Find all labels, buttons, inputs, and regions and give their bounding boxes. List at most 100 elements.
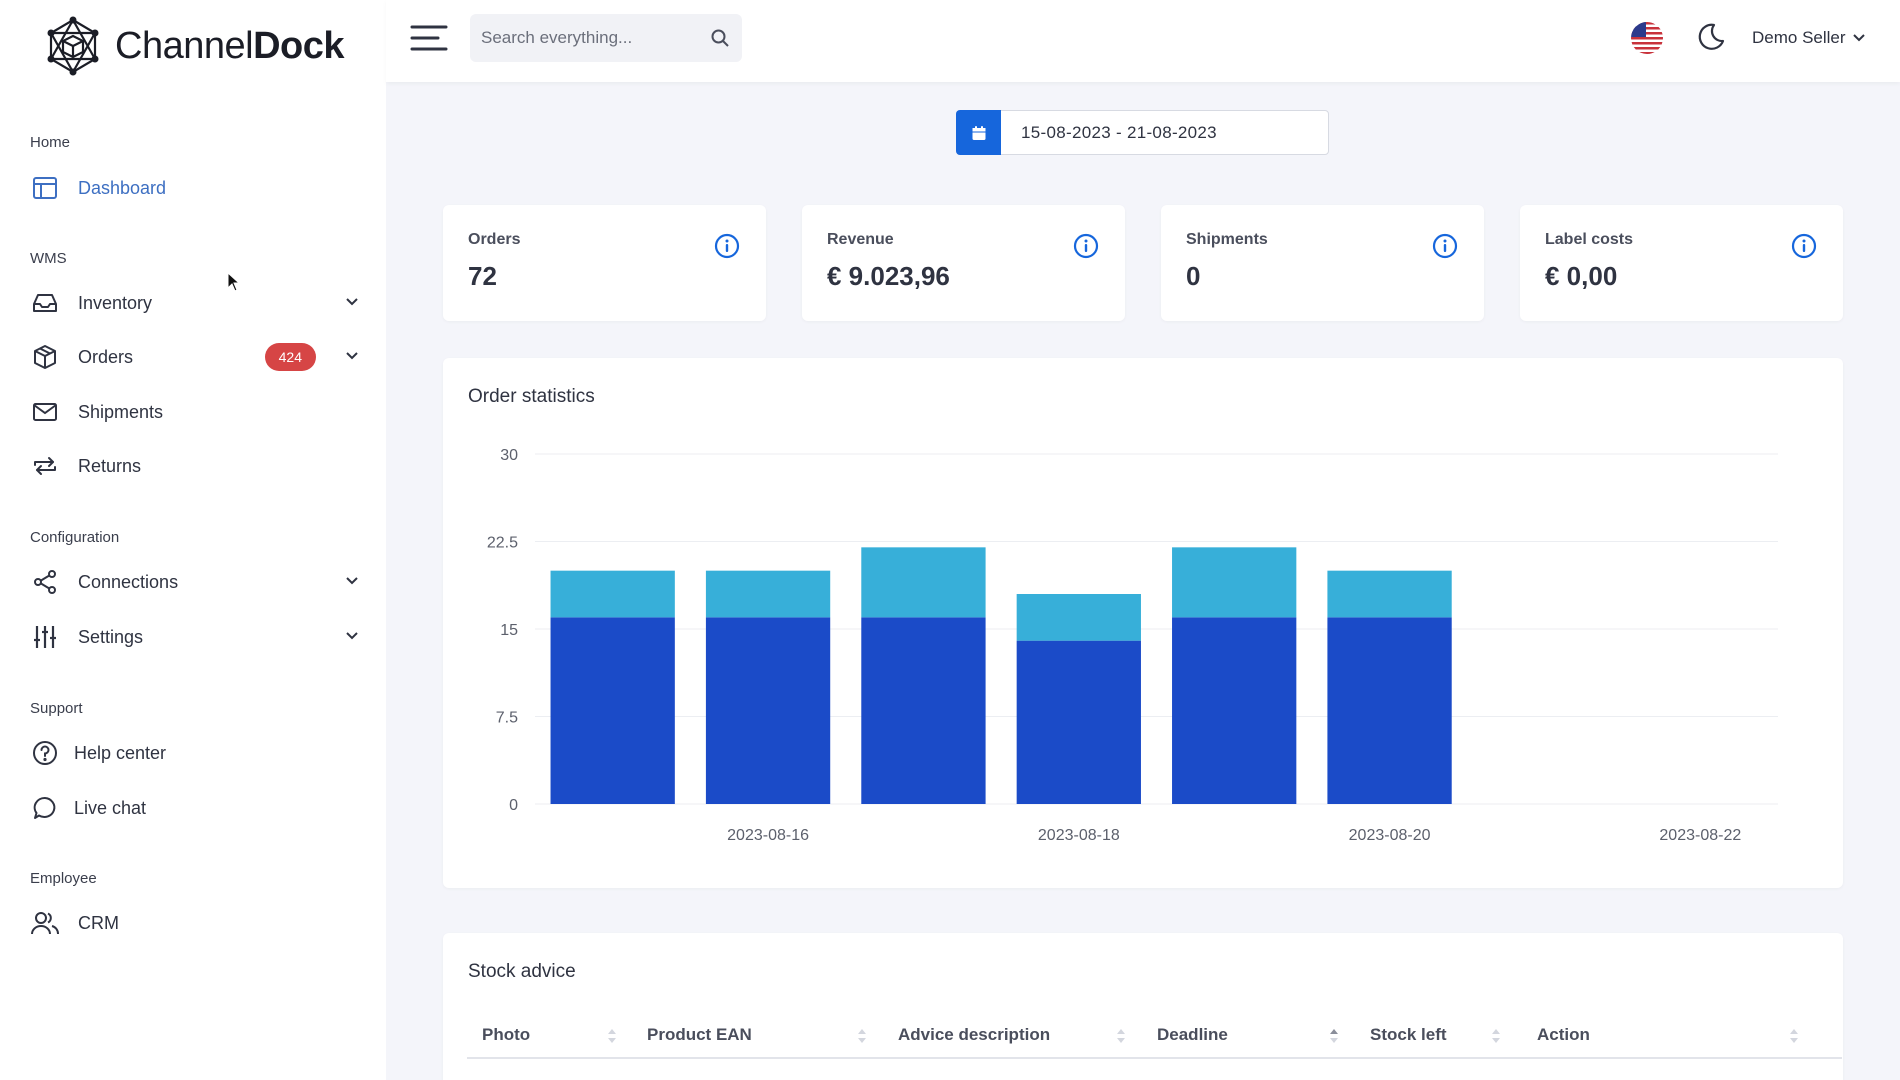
bar-segment	[705, 617, 831, 804]
box-icon	[30, 342, 60, 372]
envelope-icon	[30, 397, 60, 427]
dark-mode-moon-icon[interactable]	[1696, 22, 1726, 52]
column-header-stock-left[interactable]: Stock left	[1370, 1025, 1447, 1044]
bar-segment	[1172, 617, 1297, 804]
search-input[interactable]	[481, 28, 696, 48]
section-label-employee: Employee	[30, 870, 97, 887]
sort-icon[interactable]	[1789, 1026, 1799, 1046]
sidebar-item-help-center[interactable]: Help center	[30, 733, 360, 773]
sidebar-item-label: Connections	[78, 571, 179, 592]
mouse-cursor-icon	[227, 272, 241, 292]
sidebar-item-label: Shipments	[78, 401, 164, 422]
sidebar-item-crm[interactable]: CRM	[30, 903, 360, 943]
users-icon	[30, 908, 60, 938]
section-label-wms: WMS	[30, 250, 67, 267]
sidebar-item-label: Orders	[78, 346, 134, 367]
bar-segment	[861, 547, 986, 618]
logo-text-light: Channel	[115, 24, 254, 67]
refresh-arrows-icon	[30, 451, 60, 481]
x-tick-label: 2023-08-16	[727, 827, 809, 844]
sidebar-item-dashboard[interactable]: Dashboard	[30, 168, 360, 208]
column-header-advice-description[interactable]: Advice description	[898, 1025, 1051, 1044]
chevron-down-icon[interactable]	[344, 293, 360, 309]
stat-value: 72	[468, 261, 497, 291]
bar-segment	[705, 570, 831, 618]
chevron-down-icon[interactable]	[344, 572, 360, 588]
sidebar-item-label: Help center	[74, 742, 167, 763]
sort-icon[interactable]	[857, 1026, 867, 1046]
order-statistics-panel: Order statistics 0 7.5 15 22.5 30 2023-08-16 2…	[443, 358, 1843, 888]
x-tick-label: 2023-08-18	[1038, 827, 1120, 844]
info-icon[interactable]	[1073, 233, 1099, 259]
sort-icon[interactable]	[1116, 1026, 1126, 1046]
stat-label: Orders	[468, 231, 521, 248]
bar-segment	[861, 617, 986, 804]
date-range-picker[interactable]: 15-08-2023 - 21-08-2023	[956, 110, 1329, 155]
stat-label: Label costs	[1545, 231, 1634, 248]
stat-card-shipments: Shipments 0	[1161, 205, 1484, 321]
column-header-photo[interactable]: Photo	[482, 1025, 531, 1044]
stat-card-label-costs: Label costs € 0,00	[1520, 205, 1843, 321]
bar-segment	[1016, 594, 1141, 641]
search-icon[interactable]	[710, 28, 730, 48]
x-tick-label: 2023-08-20	[1349, 827, 1431, 844]
sort-ascending-icon[interactable]	[1329, 1026, 1339, 1046]
bar-segment	[1172, 547, 1297, 618]
sidebar-item-orders[interactable]: Orders 424	[30, 337, 360, 377]
sliders-icon	[30, 622, 60, 652]
chevron-down-icon[interactable]	[344, 347, 360, 363]
share-icon	[30, 567, 60, 597]
user-menu[interactable]: Demo Seller	[1752, 28, 1866, 48]
stock-advice-panel: Stock advice Photo Product EAN Advice de…	[443, 933, 1843, 1080]
us-flag-icon[interactable]	[1631, 22, 1663, 54]
section-label-home: Home	[30, 134, 71, 151]
logo-icon	[47, 16, 99, 76]
y-tick-label: 0	[509, 797, 518, 814]
order-statistics-chart: 0 7.5 15 22.5 30 2023-08-16 2023-08-18 2023-08-…	[487, 447, 1778, 844]
column-header-deadline[interactable]: Deadline	[1157, 1025, 1228, 1044]
logo-text-bold: Dock	[253, 24, 344, 67]
column-header-product-ean[interactable]: Product EAN	[647, 1025, 752, 1044]
sidebar-item-connections[interactable]: Connections	[30, 562, 360, 602]
logo[interactable]: ChannelDock	[43, 16, 344, 76]
sidebar-item-returns[interactable]: Returns	[30, 446, 360, 486]
column-header-action[interactable]: Action	[1537, 1025, 1590, 1044]
info-icon[interactable]	[714, 233, 740, 259]
stat-card-orders: Orders 72	[443, 205, 766, 321]
x-tick-label: 2023-08-22	[1659, 827, 1741, 844]
hamburger-menu-icon[interactable]	[410, 22, 448, 54]
dashboard-icon	[30, 173, 60, 203]
sidebar-item-label: Inventory	[78, 292, 153, 313]
date-range-value: 15-08-2023 - 21-08-2023	[1021, 122, 1217, 142]
sidebar-item-label: CRM	[78, 912, 119, 933]
chevron-down-icon	[1852, 34, 1865, 42]
stat-card-revenue: Revenue € 9.023,96	[802, 205, 1125, 321]
bar-segment	[550, 570, 675, 618]
y-tick-label: 22.5	[487, 535, 518, 552]
info-icon[interactable]	[1791, 233, 1817, 259]
chevron-down-icon[interactable]	[344, 627, 360, 643]
stat-value: € 0,00	[1545, 261, 1618, 291]
sidebar-item-live-chat[interactable]: Live chat	[30, 788, 360, 828]
info-icon[interactable]	[1432, 233, 1458, 259]
stat-label: Revenue	[827, 231, 894, 248]
sidebar-item-settings[interactable]: Settings	[30, 617, 360, 657]
sort-icon[interactable]	[1491, 1026, 1501, 1046]
calendar-icon[interactable]	[956, 110, 1001, 155]
bar-segment	[1016, 640, 1141, 804]
sort-icon[interactable]	[607, 1026, 617, 1046]
sidebar-item-label: Live chat	[74, 797, 147, 818]
sidebar-item-shipments[interactable]: Shipments	[30, 392, 360, 432]
sidebar-item-label: Dashboard	[78, 177, 167, 198]
y-tick-label: 15	[500, 622, 518, 639]
section-label-support: Support	[30, 700, 83, 717]
inbox-icon	[30, 288, 60, 318]
y-tick-label: 30	[500, 447, 518, 464]
sidebar-item-inventory[interactable]: Inventory	[30, 283, 360, 323]
stat-label: Shipments	[1186, 231, 1268, 248]
y-tick-label: 7.5	[496, 710, 518, 727]
sidebar: ChannelDock Home Dashboard WMS Inventory…	[0, 0, 386, 1080]
panel-title: Stock advice	[468, 961, 576, 982]
orders-count-badge: 424	[264, 343, 316, 371]
logo-text: ChannelDock	[115, 25, 344, 68]
